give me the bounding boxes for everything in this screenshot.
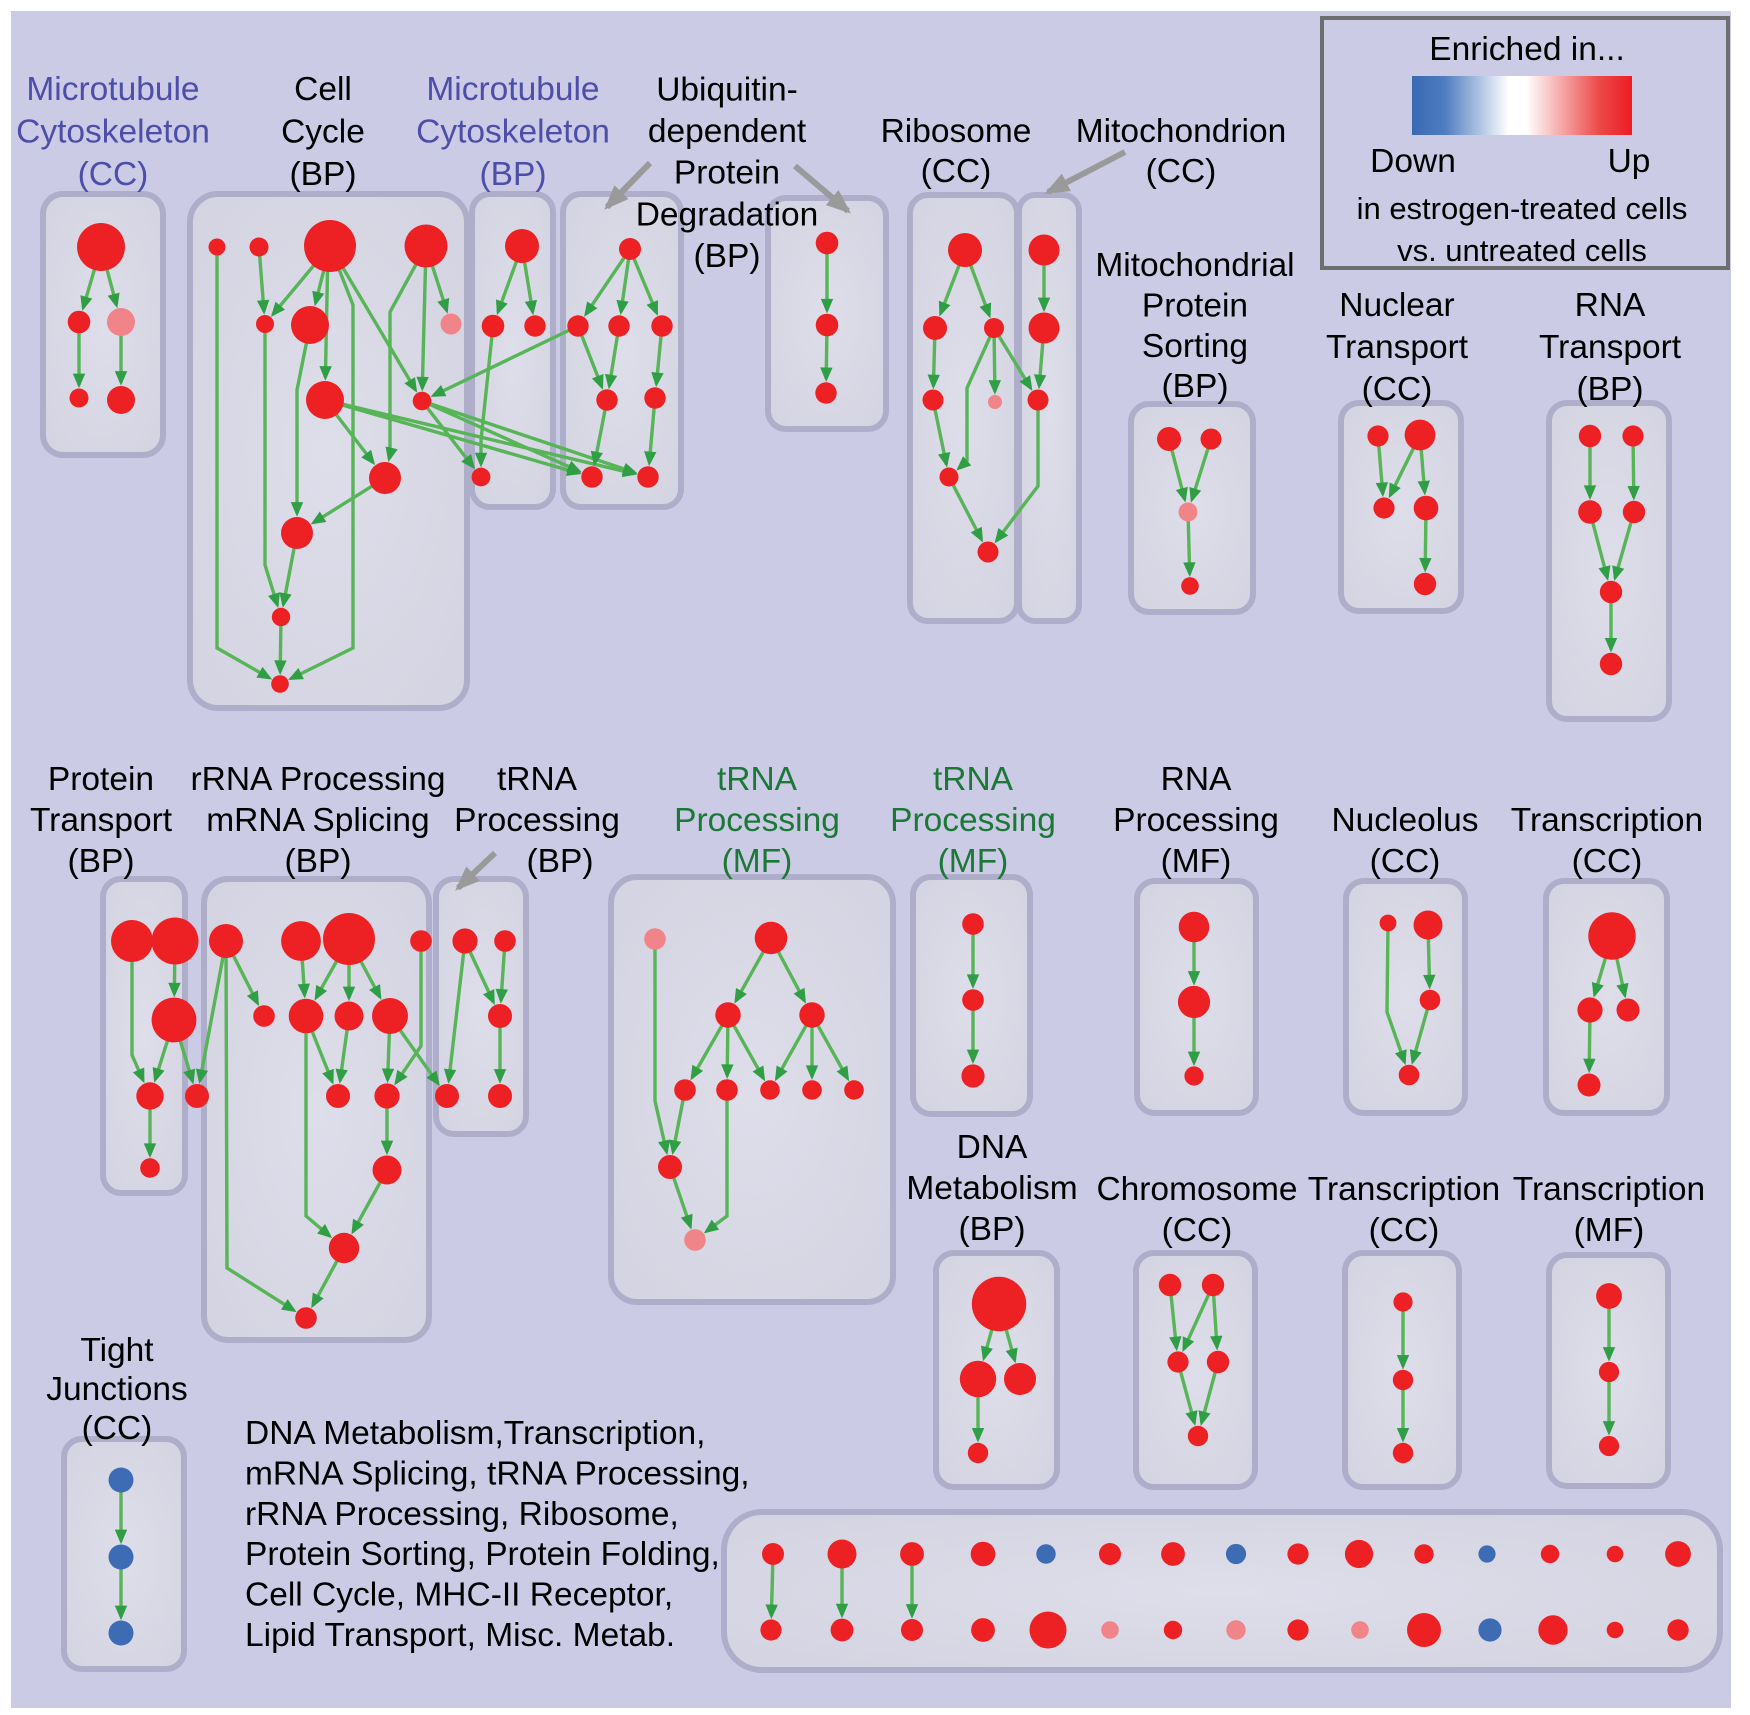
svg-text:Down: Down: [1370, 143, 1456, 180]
svg-text:(MF): (MF): [938, 843, 1009, 880]
svg-text:(BP): (BP): [285, 843, 352, 880]
svg-text:(CC): (CC): [921, 153, 992, 190]
svg-text:Cell: Cell: [294, 71, 352, 108]
svg-text:mRNA Splicing: mRNA Splicing: [206, 802, 429, 839]
svg-text:Protein: Protein: [48, 761, 154, 798]
svg-text:(CC): (CC): [1572, 843, 1643, 880]
svg-text:Microtubule: Microtubule: [426, 71, 599, 108]
svg-text:RNA: RNA: [1575, 287, 1646, 324]
svg-text:tRNA: tRNA: [717, 761, 798, 798]
svg-text:(CC): (CC): [1146, 153, 1217, 190]
svg-text:(CC): (CC): [1370, 843, 1441, 880]
svg-text:(MF): (MF): [722, 843, 793, 880]
svg-text:RNA: RNA: [1161, 761, 1232, 798]
svg-text:Transcription: Transcription: [1513, 1171, 1705, 1208]
svg-text:Protein Sorting, Protein Foldi: Protein Sorting, Protein Folding,: [245, 1536, 720, 1573]
svg-text:Ribosome: Ribosome: [881, 113, 1032, 150]
svg-text:Cytoskeleton: Cytoskeleton: [16, 114, 210, 151]
svg-text:Mitochondrial: Mitochondrial: [1095, 247, 1294, 284]
svg-text:Ubiquitin-: Ubiquitin-: [656, 72, 798, 109]
svg-text:(MF): (MF): [1161, 843, 1232, 880]
svg-text:Transport: Transport: [30, 802, 173, 839]
svg-text:Tight: Tight: [80, 1332, 154, 1369]
svg-text:Protein: Protein: [1142, 287, 1248, 324]
svg-text:(CC): (CC): [1362, 371, 1433, 408]
svg-text:(CC): (CC): [82, 1410, 153, 1447]
svg-text:Sorting: Sorting: [1142, 328, 1248, 365]
svg-text:Processing: Processing: [674, 802, 840, 839]
svg-text:dependent: dependent: [648, 113, 807, 150]
svg-text:vs. untreated cells: vs. untreated cells: [1397, 233, 1647, 268]
svg-text:Metabolism: Metabolism: [906, 1170, 1077, 1207]
svg-text:Transport: Transport: [1539, 329, 1682, 366]
svg-text:Chromosome: Chromosome: [1096, 1171, 1297, 1208]
svg-text:Protein: Protein: [674, 155, 780, 192]
svg-text:rRNA Processing, Ribosome,: rRNA Processing, Ribosome,: [245, 1496, 679, 1533]
svg-text:DNA: DNA: [957, 1129, 1028, 1166]
svg-text:DNA Metabolism,Transcription,: DNA Metabolism,Transcription,: [245, 1415, 705, 1452]
svg-text:Nuclear: Nuclear: [1339, 287, 1454, 324]
svg-text:tRNA: tRNA: [497, 761, 578, 798]
svg-text:(BP): (BP): [1162, 368, 1229, 405]
svg-text:Nucleolus: Nucleolus: [1331, 802, 1478, 839]
svg-text:Cytoskeleton: Cytoskeleton: [416, 114, 610, 151]
svg-text:Transport: Transport: [1326, 329, 1469, 366]
svg-text:Processing: Processing: [1113, 802, 1279, 839]
svg-text:rRNA Processing: rRNA Processing: [190, 761, 445, 798]
svg-text:Transcription: Transcription: [1511, 802, 1703, 839]
svg-text:Degradation: Degradation: [636, 196, 819, 233]
svg-text:(BP): (BP): [480, 156, 547, 193]
svg-text:Processing: Processing: [454, 802, 620, 839]
svg-text:Transcription: Transcription: [1308, 1171, 1500, 1208]
svg-text:(MF): (MF): [1574, 1212, 1645, 1249]
svg-text:Microtubule: Microtubule: [26, 71, 199, 108]
svg-text:Enriched in...: Enriched in...: [1429, 31, 1625, 68]
svg-text:(CC): (CC): [1162, 1212, 1233, 1249]
svg-text:Cell Cycle, MHC-II Receptor,: Cell Cycle, MHC-II Receptor,: [245, 1577, 673, 1614]
svg-text:(BP): (BP): [290, 156, 357, 193]
svg-text:Processing: Processing: [890, 802, 1056, 839]
svg-text:mRNA Splicing, tRNA Processing: mRNA Splicing, tRNA Processing,: [245, 1455, 750, 1492]
svg-text:(BP): (BP): [68, 843, 135, 880]
svg-text:(BP): (BP): [1577, 371, 1644, 408]
svg-text:Lipid Transport, Misc. Metab.: Lipid Transport, Misc. Metab.: [245, 1617, 675, 1654]
svg-text:Up: Up: [1608, 143, 1651, 180]
svg-text:(CC): (CC): [78, 156, 149, 193]
svg-text:(BP): (BP): [694, 238, 761, 275]
svg-text:Cycle: Cycle: [281, 114, 365, 151]
svg-text:Mitochondrion: Mitochondrion: [1076, 113, 1286, 150]
svg-text:(BP): (BP): [527, 843, 594, 880]
svg-text:(BP): (BP): [959, 1211, 1026, 1248]
svg-text:tRNA: tRNA: [933, 761, 1014, 798]
svg-text:in estrogen-treated cells: in estrogen-treated cells: [1357, 191, 1688, 226]
svg-text:(CC): (CC): [1369, 1212, 1440, 1249]
svg-text:Junctions: Junctions: [46, 1371, 188, 1408]
